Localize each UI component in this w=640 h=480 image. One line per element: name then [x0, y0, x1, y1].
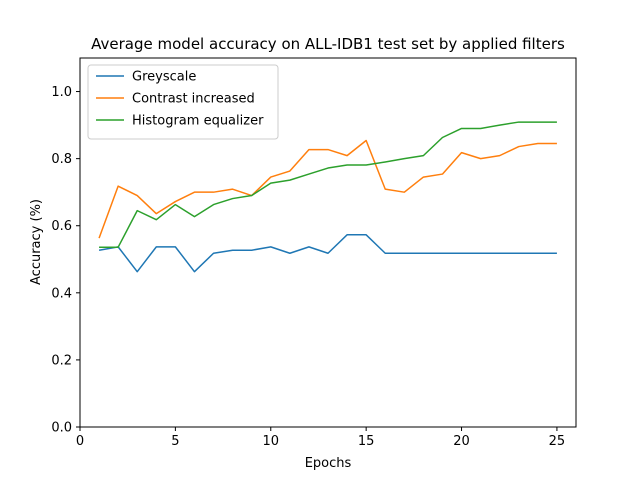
x-tick-label: 20	[453, 434, 470, 449]
y-tick-label: 0.6	[51, 219, 72, 234]
legend-entry: Histogram equalizer	[132, 114, 264, 129]
series-line-greyscale	[98, 234, 557, 273]
legend-entry: Greyscale	[132, 70, 196, 85]
y-axis: 0.0 0.2 0.4 0.6 0.8 1.0	[51, 85, 80, 436]
legend-box	[87, 64, 279, 140]
x-axis: 0 5 10 15 20 25	[76, 427, 565, 449]
x-tick-label: 25	[549, 434, 566, 449]
x-tick-label: 10	[262, 434, 279, 449]
plot-frame	[79, 57, 577, 428]
x-tick-label: 15	[358, 434, 375, 449]
x-tick-label: 5	[171, 434, 179, 449]
chart-title: Average model accuracy on ALL-IDB1 test …	[91, 35, 565, 53]
x-tick-label: 0	[76, 434, 84, 449]
plot-area	[98, 121, 557, 273]
legend-entry: Contrast increased	[132, 92, 255, 107]
y-tick-label: 0.8	[51, 152, 72, 167]
y-tick-label: 0.0	[51, 421, 72, 436]
series-line-contrast-increased	[98, 139, 557, 239]
y-tick-label: 0.4	[51, 286, 72, 301]
y-tick-label: 1.0	[51, 85, 72, 100]
x-axis-label: Epochs	[305, 456, 352, 471]
y-tick-label: 0.2	[51, 353, 72, 368]
series-line-histogram-equalizer	[99, 121, 557, 248]
y-axis-label: Accuracy (%)	[29, 199, 44, 285]
legend: Greyscale Contrast increased Histogram equ…	[87, 64, 279, 140]
